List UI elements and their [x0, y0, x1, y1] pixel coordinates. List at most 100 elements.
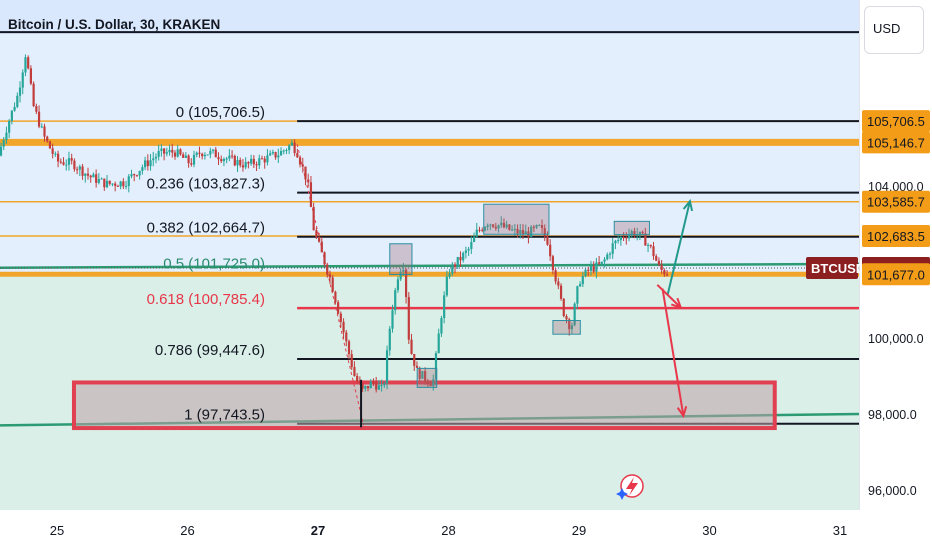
candle-body-100 — [271, 152, 274, 154]
candle-body-218 — [592, 266, 595, 272]
candle-body-161 — [437, 333, 440, 354]
candle-body-33 — [89, 175, 92, 178]
candle-body-177 — [481, 229, 484, 231]
arrow-head-2 — [676, 406, 688, 419]
candle-body-111 — [301, 164, 304, 167]
candle-body-53 — [143, 160, 147, 168]
fib-label-0.5: 0.5 (101,725.0) — [163, 255, 265, 272]
candle-body-63 — [171, 149, 174, 153]
candle-body-43 — [116, 185, 119, 187]
candle-body-48 — [130, 174, 133, 177]
candle-body-41 — [111, 183, 114, 185]
candle-body-59 — [160, 148, 163, 151]
candle-body-82 — [222, 158, 226, 162]
candle-body-104 — [282, 150, 285, 152]
fib-label-0.786: 0.786 (99,447.6) — [155, 342, 265, 359]
candle-body-134 — [364, 385, 367, 389]
candle-body-186 — [505, 224, 508, 228]
candle-body-67 — [182, 154, 185, 158]
candle-body-39 — [105, 180, 109, 188]
candle-body-75 — [203, 154, 206, 157]
candle-body-160 — [434, 353, 438, 380]
lightning-bolt — [626, 477, 638, 496]
candle-body-65 — [176, 149, 179, 157]
candle-body-1 — [2, 140, 5, 147]
candle-body-19 — [51, 148, 54, 154]
candle-body-235 — [638, 231, 641, 235]
candle-body-92 — [250, 158, 253, 164]
candle-body-230 — [625, 237, 628, 239]
candle-body-72 — [195, 152, 198, 155]
candle-body-227 — [617, 240, 620, 242]
candle-body-244 — [663, 270, 666, 275]
candle-body-40 — [108, 180, 111, 184]
candle-body-58 — [157, 150, 160, 157]
candle-body-79 — [214, 149, 217, 158]
candle-body-215 — [584, 269, 587, 277]
candle-body-211 — [573, 303, 576, 326]
candle-body-162 — [440, 318, 443, 334]
candle-body-200 — [543, 228, 546, 237]
candle-body-42 — [114, 183, 117, 186]
candle-body-23 — [62, 162, 65, 165]
candle-body-159 — [432, 379, 435, 386]
candle-body-243 — [660, 264, 663, 271]
candle-body-210 — [570, 325, 574, 330]
pattern-box-4 — [613, 220, 650, 236]
candle-body-96 — [260, 158, 264, 160]
candle-body-133 — [361, 383, 364, 389]
candle-body-190 — [516, 228, 519, 234]
candle-body-213 — [578, 284, 582, 287]
candle-body-233 — [633, 231, 636, 236]
candle-body-0 — [0, 146, 3, 156]
candle-body-222 — [603, 259, 606, 262]
candle-body-103 — [279, 150, 283, 156]
candle-body-30 — [81, 166, 84, 176]
candle-body-216 — [587, 269, 590, 271]
candle-body-158 — [429, 383, 432, 386]
candle-body-15 — [40, 126, 43, 128]
candle-body-127 — [345, 332, 348, 342]
candle-body-46 — [124, 185, 128, 187]
candle-body-171 — [464, 250, 467, 253]
candle-body-172 — [467, 248, 470, 251]
candle-body-197 — [535, 225, 538, 228]
fib-label-0: 0 (105,706.5) — [176, 104, 265, 121]
candle-body-36 — [97, 179, 100, 183]
candle-body-174 — [472, 236, 476, 242]
candle-body-148 — [402, 269, 405, 272]
logo-layer — [616, 474, 644, 500]
top-band — [0, 0, 859, 34]
candle-body-203 — [551, 256, 554, 271]
candle-body-239 — [649, 245, 652, 247]
candle-body-193 — [524, 231, 527, 234]
candle-body-204 — [554, 270, 557, 282]
candle-body-154 — [418, 367, 421, 379]
candle-body-87 — [236, 159, 239, 166]
fib-label-0.382: 0.382 (102,664.7) — [147, 220, 265, 237]
candle-body-229 — [622, 237, 625, 239]
candle-body-196 — [532, 226, 535, 228]
candle-body-129 — [350, 354, 353, 368]
arrow-line-1 — [656, 284, 682, 309]
candle-body-26 — [70, 158, 73, 161]
candle-body-224 — [608, 253, 612, 255]
candle-body-187 — [508, 224, 511, 230]
candle-body-147 — [399, 271, 402, 280]
currency-button[interactable]: USD — [864, 6, 924, 54]
candle-body-17 — [46, 136, 49, 142]
candle-body-94 — [255, 164, 258, 166]
candle-body-240 — [652, 246, 655, 257]
candle-body-167 — [453, 264, 457, 267]
candle-body-228 — [619, 237, 622, 241]
price-axis-panel[interactable] — [859, 0, 932, 510]
fib-label-0.618: 0.618 (100,785.4) — [147, 291, 265, 308]
candle-body-76 — [206, 154, 209, 156]
candle-body-207 — [562, 298, 565, 317]
arrow-head-1 — [670, 297, 683, 310]
drop-dashed-line — [296, 144, 365, 426]
candle-body-130 — [353, 367, 356, 376]
candle-body-109 — [296, 153, 299, 158]
